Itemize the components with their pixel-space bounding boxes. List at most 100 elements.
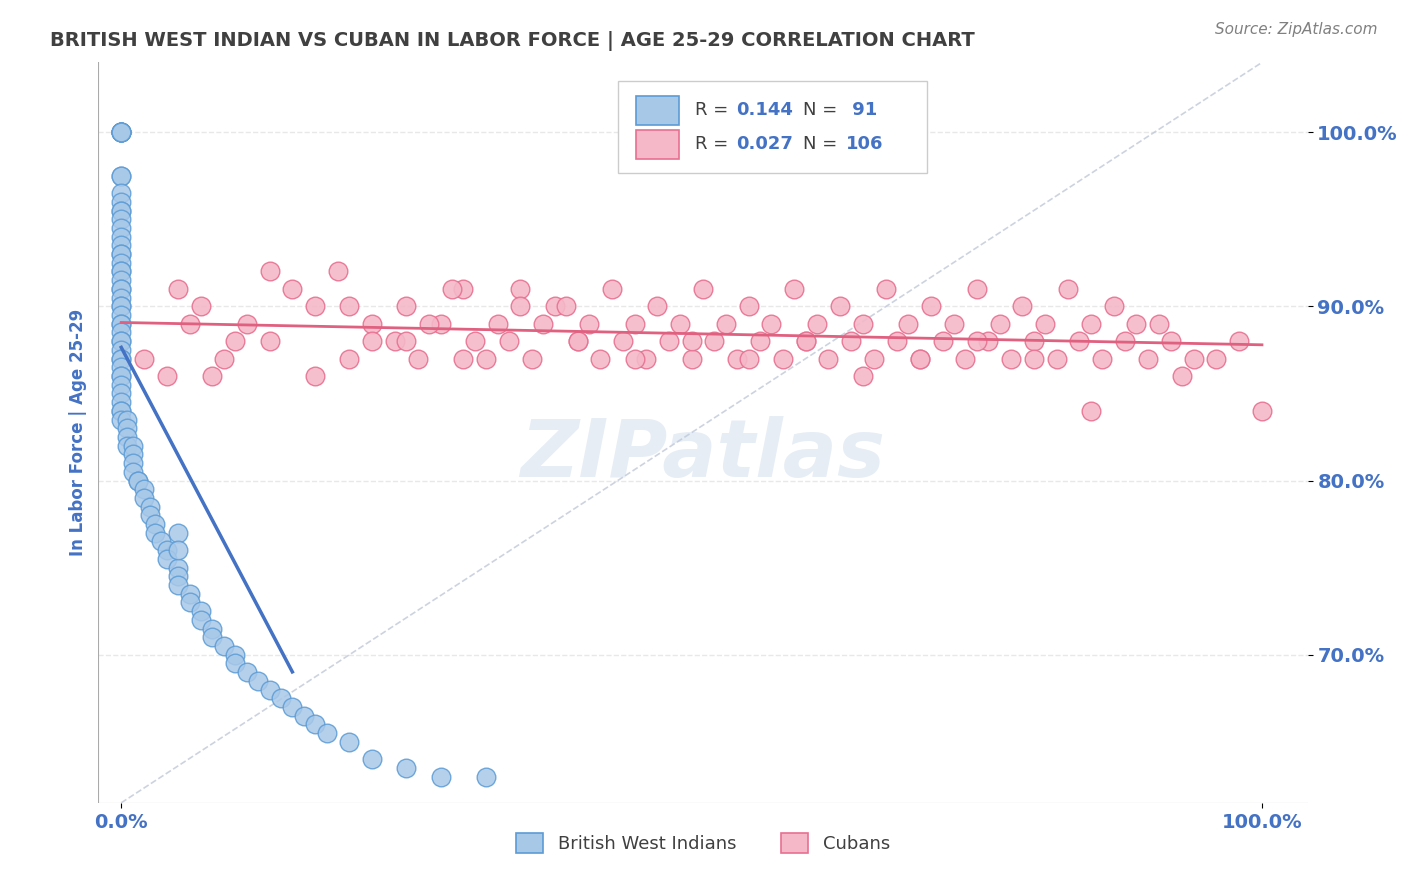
Point: [110, 203, 132, 218]
Point: [453, 282, 475, 296]
Point: [544, 299, 567, 313]
Point: [110, 264, 132, 278]
Point: [110, 169, 132, 183]
Point: [110, 125, 132, 139]
Point: [453, 351, 475, 366]
Point: [139, 500, 162, 514]
Point: [315, 726, 337, 740]
Point: [110, 125, 132, 139]
Point: [1125, 317, 1147, 331]
Point: [259, 682, 281, 697]
Point: [224, 334, 246, 348]
Point: [132, 482, 155, 496]
Point: [110, 334, 132, 348]
Point: [1022, 351, 1045, 366]
Point: [1160, 334, 1182, 348]
Point: [531, 317, 554, 331]
Point: [486, 317, 509, 331]
Point: [270, 691, 292, 706]
Point: [966, 334, 988, 348]
Point: [737, 299, 759, 313]
Point: [110, 343, 132, 357]
Point: [395, 299, 418, 313]
Point: [110, 186, 132, 200]
Point: [115, 439, 138, 453]
Point: [235, 317, 257, 331]
Point: [931, 334, 953, 348]
Point: [179, 595, 201, 609]
Point: [772, 351, 794, 366]
Point: [920, 299, 942, 313]
Point: [110, 369, 132, 384]
Text: 106: 106: [845, 135, 883, 153]
Point: [817, 351, 839, 366]
Point: [1149, 317, 1171, 331]
Point: [224, 657, 246, 671]
Point: [1136, 351, 1159, 366]
Point: [304, 717, 326, 731]
Text: 91: 91: [845, 101, 877, 119]
Point: [1069, 334, 1091, 348]
Point: [110, 404, 132, 418]
Point: [520, 351, 543, 366]
Point: [167, 560, 190, 574]
Point: [863, 351, 886, 366]
Point: [361, 317, 384, 331]
Point: [1171, 369, 1194, 384]
Text: Source: ZipAtlas.com: Source: ZipAtlas.com: [1215, 22, 1378, 37]
Point: [1091, 351, 1114, 366]
Point: [115, 430, 138, 444]
Point: [681, 351, 703, 366]
Point: [110, 404, 132, 418]
Point: [110, 282, 132, 296]
Text: 0.027: 0.027: [735, 135, 793, 153]
Point: [235, 665, 257, 680]
Point: [1046, 351, 1069, 366]
Point: [578, 317, 600, 331]
Point: [1102, 299, 1125, 313]
Point: [589, 351, 612, 366]
Point: [110, 125, 132, 139]
Point: [725, 351, 748, 366]
Point: [749, 334, 772, 348]
Text: BRITISH WEST INDIAN VS CUBAN IN LABOR FORCE | AGE 25-29 CORRELATION CHART: BRITISH WEST INDIAN VS CUBAN IN LABOR FO…: [51, 30, 974, 51]
Point: [127, 474, 149, 488]
Point: [852, 369, 875, 384]
Point: [681, 334, 703, 348]
Point: [1205, 351, 1227, 366]
Point: [600, 282, 623, 296]
Point: [110, 238, 132, 252]
Point: [292, 708, 315, 723]
Point: [647, 299, 669, 313]
Point: [634, 351, 657, 366]
Point: [110, 264, 132, 278]
Point: [337, 351, 360, 366]
Point: [110, 326, 132, 340]
Point: [623, 351, 645, 366]
Point: [875, 282, 897, 296]
Point: [110, 247, 132, 261]
Point: [361, 752, 384, 766]
Point: [623, 317, 645, 331]
Point: [828, 299, 851, 313]
Point: [156, 369, 179, 384]
Text: N =: N =: [803, 101, 844, 119]
Point: [794, 334, 817, 348]
Point: [475, 351, 498, 366]
Point: [955, 351, 977, 366]
Point: [179, 587, 201, 601]
Point: [121, 465, 143, 479]
Point: [337, 735, 360, 749]
Point: [127, 474, 149, 488]
Point: [1033, 317, 1056, 331]
Point: [110, 273, 132, 287]
Point: [737, 351, 759, 366]
Point: [110, 221, 132, 235]
Point: [139, 508, 162, 523]
Point: [167, 543, 190, 558]
Point: [794, 334, 817, 348]
Point: [110, 351, 132, 366]
Point: [703, 334, 725, 348]
Point: [567, 334, 589, 348]
Point: [429, 317, 451, 331]
